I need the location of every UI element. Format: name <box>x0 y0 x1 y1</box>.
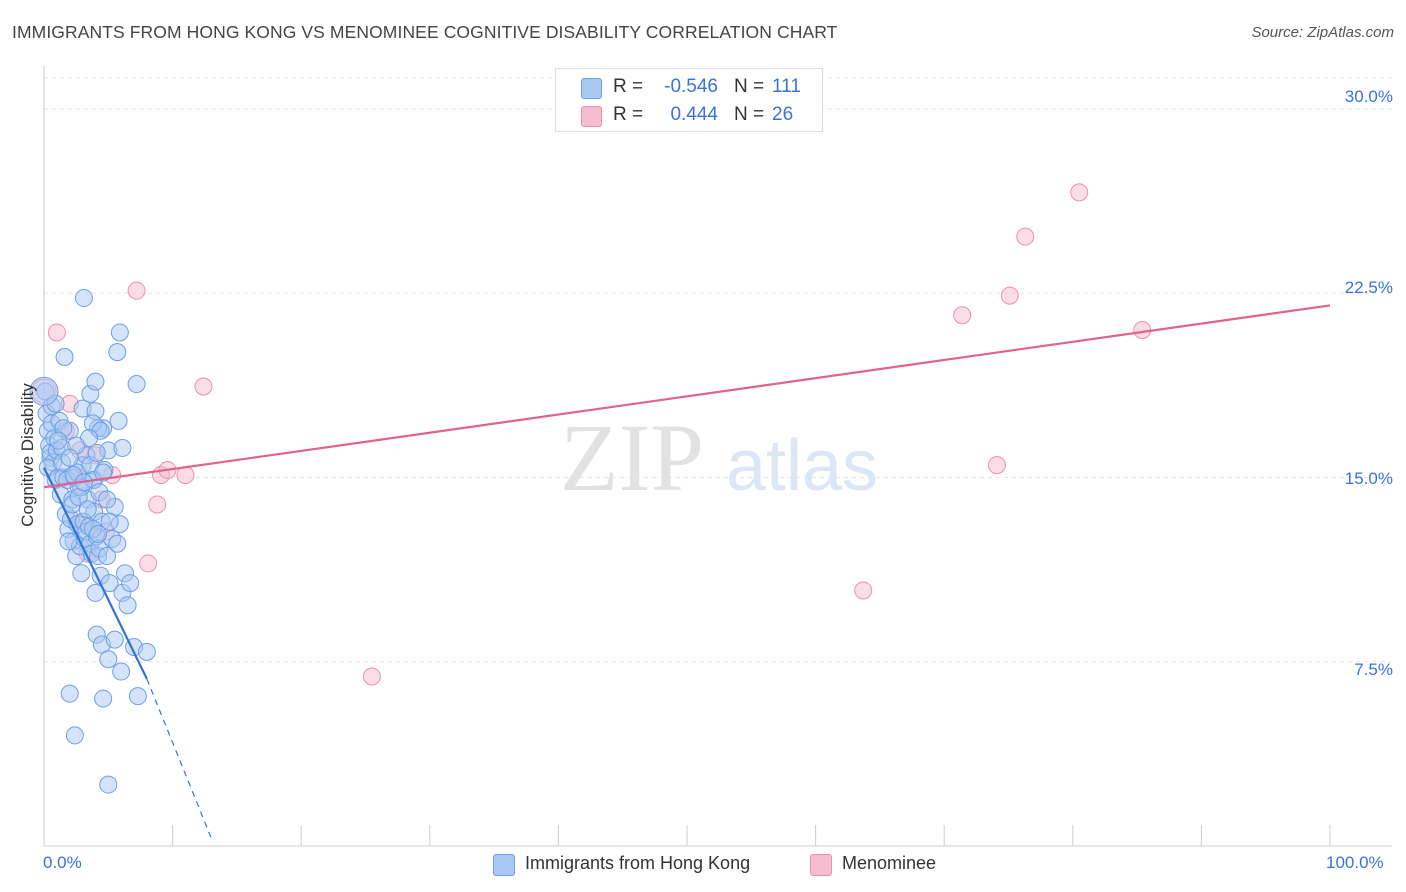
menominee-point <box>362 667 381 686</box>
hong-kong-point <box>121 574 140 593</box>
legend-row-menominee: R = 0.444 N = 26 <box>556 102 822 130</box>
menominee-point <box>1133 321 1152 339</box>
menominee-point <box>148 495 167 514</box>
hong-kong-point <box>128 687 147 706</box>
y-tick-label-22-5: 22.5% <box>1344 278 1393 297</box>
y-tick-label-15: 15.0% <box>1344 469 1393 488</box>
hong-kong-trend-line <box>43 467 148 680</box>
hong-kong-point <box>98 547 117 566</box>
legend-n-value: 111 <box>772 76 801 97</box>
hong-kong-point <box>108 343 127 362</box>
hong-kong-points <box>29 289 156 794</box>
watermark: ZIP atlas <box>560 404 878 511</box>
hong-kong-point <box>105 630 124 649</box>
legend-r-value: -0.546 <box>664 76 718 97</box>
menominee-point <box>47 323 66 342</box>
legend-row-hong-kong: R = -0.546 N = 111 <box>556 74 822 102</box>
menominee-point <box>854 581 873 600</box>
hong-kong-point <box>65 726 84 745</box>
bottom-legend-label: Menominee <box>842 853 937 873</box>
menominee-point <box>1000 286 1019 305</box>
hong-kong-point <box>94 463 113 482</box>
grid-lines <box>44 77 1392 663</box>
legend-swatch-blue <box>581 78 602 99</box>
menominee-point <box>1070 183 1089 202</box>
legend-r-label: R = <box>613 104 644 125</box>
bottom-legend-label: Immigrants from Hong Kong <box>525 853 751 873</box>
hong-kong-point <box>112 662 131 681</box>
hong-kong-point <box>49 431 68 450</box>
watermark-zip: ZIP <box>560 404 704 511</box>
hong-kong-point <box>78 500 97 519</box>
bottom-legend-swatch-blue <box>493 854 515 876</box>
hong-kong-point <box>89 524 108 543</box>
legend-n-label: N = <box>734 76 765 97</box>
menominee-point <box>987 456 1006 475</box>
hong-kong-point <box>86 372 105 391</box>
legend-swatch-pink <box>581 106 602 127</box>
hong-kong-point <box>109 411 128 430</box>
hong-kong-point <box>94 689 113 708</box>
hong-kong-point <box>99 650 118 669</box>
hong-kong-point <box>113 438 132 457</box>
hong-kong-point <box>60 684 79 703</box>
hong-kong-point <box>118 596 137 615</box>
menominee-trend-line <box>43 304 1331 489</box>
hong-kong-point <box>55 348 74 367</box>
legend-r-value: 0.444 <box>670 104 718 125</box>
hong-kong-point <box>99 775 118 794</box>
hong-kong-point <box>87 443 106 462</box>
hong-kong-point <box>137 642 156 661</box>
legend-n-value: 26 <box>772 104 794 125</box>
hong-kong-point <box>60 448 79 467</box>
y-tick-label-7-5: 7.5% <box>1354 660 1393 679</box>
menominee-point <box>127 281 146 300</box>
menominee-point <box>1016 227 1035 246</box>
menominee-point <box>194 377 213 396</box>
correlation-legend: R = -0.546 N = 111 R = 0.444 N = 26 <box>555 68 823 132</box>
bottom-legend-swatch-pink <box>810 854 832 876</box>
y-axis-label: Cognitive Disability <box>18 383 37 527</box>
legend-n-label: N = <box>734 104 765 125</box>
x-tick-label-min: 0.0% <box>43 853 82 872</box>
hong-kong-point <box>59 532 78 551</box>
chart-source: Source: ZipAtlas.com <box>1251 24 1394 41</box>
menominee-point <box>953 306 972 325</box>
hong-kong-point <box>74 289 93 308</box>
hong-kong-trend-extension <box>146 678 214 842</box>
trend-lines <box>43 304 1331 842</box>
menominee-point <box>139 554 158 573</box>
y-tick-label-30: 30.0% <box>1344 87 1393 106</box>
hong-kong-point <box>108 534 127 553</box>
hong-kong-point <box>98 490 117 509</box>
hong-kong-point <box>72 564 91 583</box>
legend-r-label: R = <box>613 76 644 97</box>
hong-kong-point <box>127 375 146 394</box>
x-tick-label-max: 100.0% <box>1326 853 1384 872</box>
watermark-atlas: atlas <box>726 426 878 506</box>
axes <box>43 66 1392 847</box>
chart-title: IMMIGRANTS FROM HONG KONG VS MENOMINEE C… <box>12 22 838 42</box>
hong-kong-point <box>100 512 119 531</box>
hong-kong-point <box>110 323 129 342</box>
hong-kong-cluster-point <box>29 376 59 406</box>
